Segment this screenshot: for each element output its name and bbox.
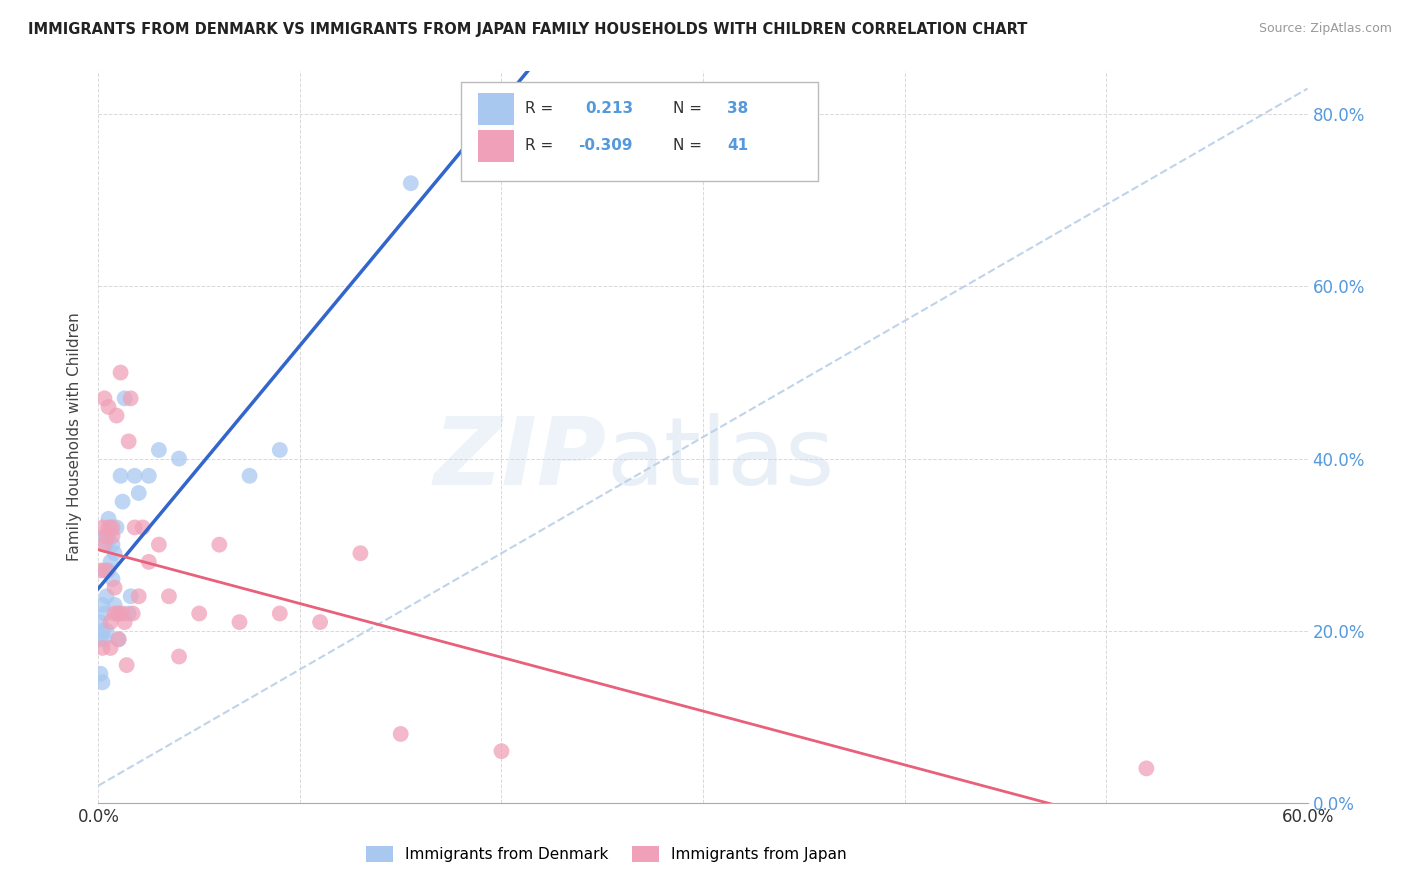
Point xyxy=(121,607,143,621)
Text: 0.213: 0.213 xyxy=(586,101,634,116)
Point xyxy=(111,494,134,508)
Point xyxy=(349,546,371,560)
Point xyxy=(107,607,129,621)
Point xyxy=(97,529,120,543)
Point xyxy=(96,564,118,578)
FancyBboxPatch shape xyxy=(478,130,515,162)
Point xyxy=(103,607,125,621)
Point xyxy=(96,624,118,638)
Point xyxy=(101,529,124,543)
Point xyxy=(93,564,115,578)
Point xyxy=(93,607,115,621)
Point xyxy=(103,581,125,595)
Point xyxy=(93,538,115,552)
Point xyxy=(91,640,114,655)
Point xyxy=(103,546,125,560)
Text: 41: 41 xyxy=(727,138,748,153)
Point xyxy=(91,520,114,534)
Point xyxy=(118,607,141,621)
Point xyxy=(188,607,211,621)
Point xyxy=(132,520,155,534)
Text: N =: N = xyxy=(673,138,702,153)
Point xyxy=(96,529,118,543)
Point xyxy=(124,468,146,483)
Point xyxy=(105,520,128,534)
Point xyxy=(89,666,111,681)
Point xyxy=(118,434,141,449)
Legend: Immigrants from Denmark, Immigrants from Japan: Immigrants from Denmark, Immigrants from… xyxy=(360,840,853,868)
Point xyxy=(110,366,132,380)
Point xyxy=(93,632,115,647)
Point xyxy=(107,632,129,647)
Point xyxy=(97,520,120,534)
Point xyxy=(128,486,150,500)
Point xyxy=(269,442,291,457)
Point xyxy=(101,572,124,586)
Point xyxy=(105,409,128,423)
Point xyxy=(114,392,136,406)
Text: R =: R = xyxy=(526,101,554,116)
Point xyxy=(89,564,111,578)
Point xyxy=(138,468,160,483)
Point xyxy=(120,392,142,406)
Point xyxy=(101,520,124,534)
Point xyxy=(120,589,142,603)
Point xyxy=(100,555,122,569)
Point xyxy=(107,632,129,647)
Point xyxy=(110,468,132,483)
Point xyxy=(389,727,412,741)
Text: IMMIGRANTS FROM DENMARK VS IMMIGRANTS FROM JAPAN FAMILY HOUSEHOLDS WITH CHILDREN: IMMIGRANTS FROM DENMARK VS IMMIGRANTS FR… xyxy=(28,22,1028,37)
Point xyxy=(107,607,129,621)
Text: -0.309: -0.309 xyxy=(578,138,633,153)
Point xyxy=(148,442,170,457)
Text: Source: ZipAtlas.com: Source: ZipAtlas.com xyxy=(1258,22,1392,36)
Point xyxy=(167,451,190,466)
FancyBboxPatch shape xyxy=(461,82,818,181)
Point xyxy=(89,615,111,629)
Point xyxy=(97,512,120,526)
Point xyxy=(103,598,125,612)
Point xyxy=(128,589,150,603)
Point xyxy=(491,744,513,758)
Point xyxy=(100,615,122,629)
Text: R =: R = xyxy=(526,138,554,153)
Point xyxy=(138,555,160,569)
Point xyxy=(91,624,114,638)
Point xyxy=(1135,761,1157,775)
Point xyxy=(100,640,122,655)
Point xyxy=(93,392,115,406)
Point xyxy=(269,607,291,621)
Point xyxy=(208,538,231,552)
Text: 38: 38 xyxy=(727,101,748,116)
Point xyxy=(91,598,114,612)
Point xyxy=(100,520,122,534)
Point xyxy=(97,564,120,578)
Point xyxy=(228,615,250,629)
Point xyxy=(157,589,180,603)
Point xyxy=(114,615,136,629)
Point xyxy=(101,538,124,552)
Point xyxy=(96,589,118,603)
Point xyxy=(111,607,134,621)
Y-axis label: Family Households with Children: Family Households with Children xyxy=(67,313,83,561)
Point xyxy=(91,675,114,690)
Point xyxy=(89,632,111,647)
Point xyxy=(93,529,115,543)
Text: ZIP: ZIP xyxy=(433,413,606,505)
Point xyxy=(115,658,138,673)
Point xyxy=(124,520,146,534)
Point xyxy=(96,538,118,552)
Point xyxy=(239,468,262,483)
Point xyxy=(148,538,170,552)
Point xyxy=(97,400,120,414)
Point xyxy=(309,615,332,629)
FancyBboxPatch shape xyxy=(478,93,515,125)
Text: N =: N = xyxy=(673,101,702,116)
Point xyxy=(399,176,422,190)
Text: atlas: atlas xyxy=(606,413,835,505)
Point xyxy=(167,649,190,664)
